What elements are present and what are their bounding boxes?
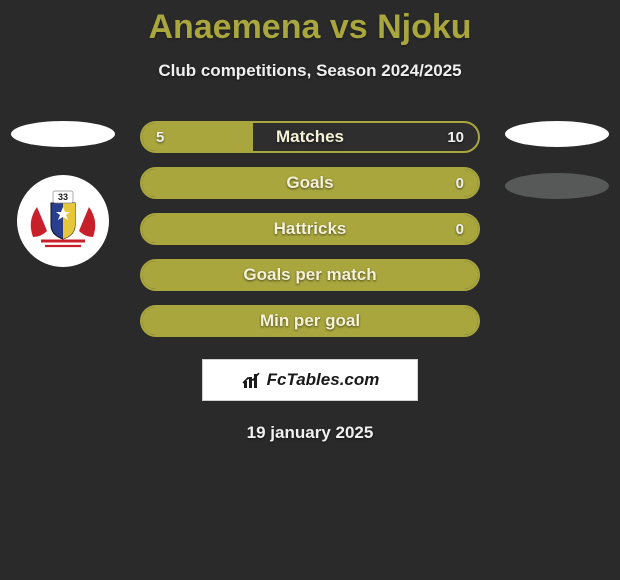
- stat-value-right: 0: [456, 215, 464, 243]
- player-right-name-plate: [505, 121, 609, 147]
- stat-bar-goals: Goals 0: [140, 167, 480, 199]
- stat-bar-matches: 5 Matches 10: [140, 121, 480, 153]
- stat-value-right: 0: [456, 169, 464, 197]
- stat-bar-fill: [142, 215, 478, 243]
- player-left-name-plate: [11, 121, 115, 147]
- player-left-col: 33: [8, 121, 118, 267]
- stat-bar-hattricks: Hattricks 0: [140, 213, 480, 245]
- stat-bar-fill: [142, 307, 478, 335]
- stat-bar-min-per-goal: Min per goal: [140, 305, 480, 337]
- stat-bar-fill: [142, 169, 478, 197]
- bar-chart-icon: [241, 369, 263, 391]
- stat-value-left: 5: [156, 123, 164, 151]
- stats-area: 33 5 Matches 10: [0, 121, 620, 337]
- subtitle: Club competitions, Season 2024/2025: [0, 61, 620, 81]
- stat-value-right: 10: [447, 123, 464, 151]
- page-title: Anaemena vs Njoku: [0, 8, 620, 47]
- brand-text: FcTables.com: [267, 370, 380, 390]
- stat-bars: 5 Matches 10 Goals 0 Hattricks 0: [140, 121, 480, 337]
- player-right-club-plate: [505, 173, 609, 199]
- svg-text:33: 33: [58, 192, 68, 202]
- club-crest-icon: 33: [23, 181, 103, 261]
- player-left-club-badge: 33: [17, 175, 109, 267]
- brand-box[interactable]: FcTables.com: [202, 359, 418, 401]
- stat-bar-goals-per-match: Goals per match: [140, 259, 480, 291]
- date-text: 19 january 2025: [0, 423, 620, 443]
- stat-bar-fill: [142, 261, 478, 289]
- player-right-col: [502, 121, 612, 199]
- comparison-card: Anaemena vs Njoku Club competitions, Sea…: [0, 0, 620, 443]
